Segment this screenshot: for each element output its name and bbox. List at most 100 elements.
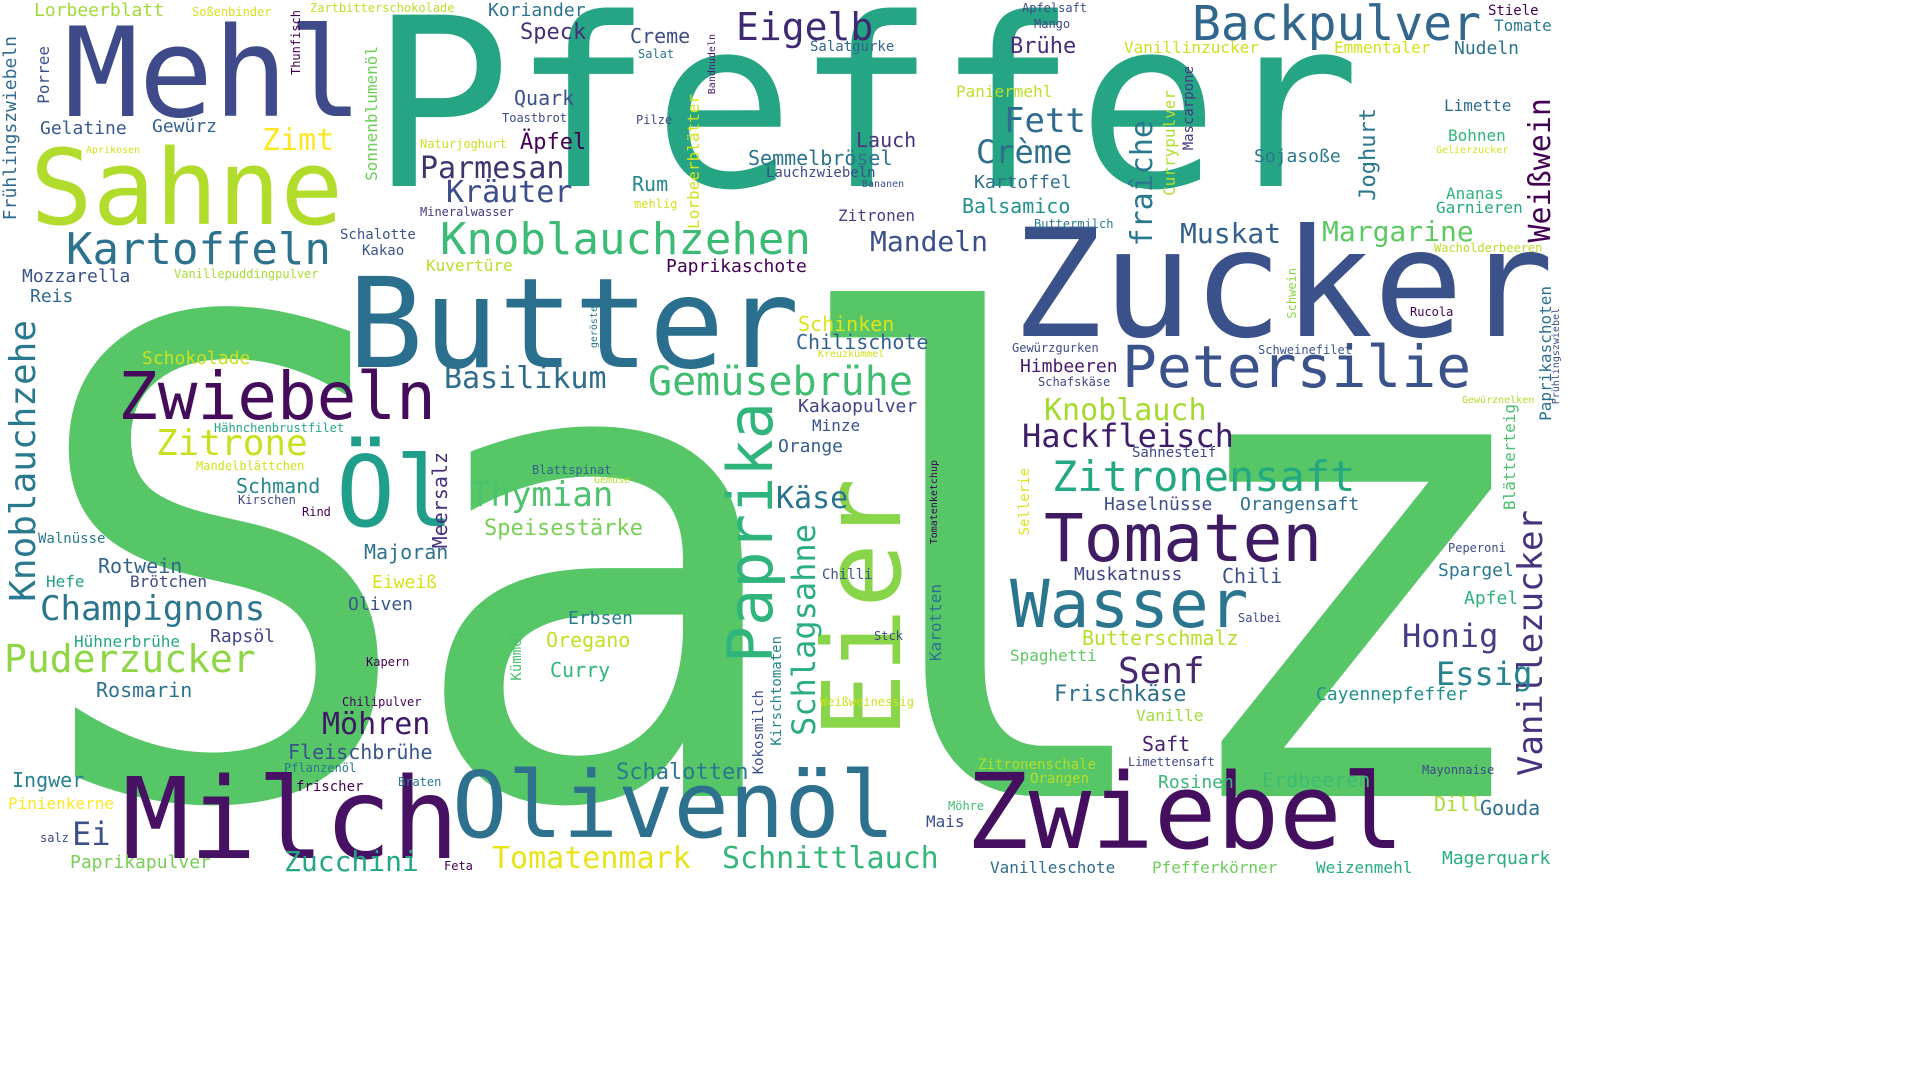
word: Porree	[34, 46, 53, 104]
word: Chili	[1222, 564, 1283, 588]
word: Kräuter	[446, 175, 573, 210]
word: Zitronenschale	[978, 757, 1097, 773]
word: Ananas	[1446, 184, 1504, 203]
word: Kirschtomaten	[769, 636, 785, 746]
word: Lorbeerblätter	[684, 94, 703, 229]
word: Rapsöl	[210, 626, 276, 647]
word: Zucchini	[284, 845, 419, 878]
word: Salatgurke	[810, 39, 895, 55]
word: Parmesan	[420, 151, 565, 186]
word: Chilli	[822, 567, 873, 583]
word: Kokosmilch	[751, 690, 767, 775]
word: Mais	[926, 812, 965, 831]
word: Mehl	[64, 2, 363, 146]
word: Sellerie	[1017, 468, 1033, 536]
word: Eigelb	[736, 5, 874, 49]
word: Möhren	[322, 707, 431, 742]
word: Spargel	[1438, 560, 1514, 581]
word: Aprikosen	[86, 145, 141, 156]
word: Chilipulver	[342, 695, 422, 709]
word: Essig	[1436, 655, 1533, 693]
word: Fett	[1004, 101, 1086, 141]
word: Feta	[444, 859, 473, 873]
word: Mascarpone	[1181, 66, 1197, 151]
word: Mandelblättchen	[196, 459, 305, 473]
word: Brötchen	[130, 572, 208, 591]
word: Speck	[520, 20, 587, 45]
word: Bananen	[862, 179, 905, 190]
word: Tomaten	[1044, 500, 1323, 577]
word: Dill	[1434, 792, 1483, 816]
word: Pfefferkörner	[1152, 858, 1278, 877]
word: Ei	[72, 815, 111, 853]
word-cloud: Salz Pfeffer Zucker Butter Mehl Sahne Mi…	[0, 0, 1562, 882]
word: Rucola	[1410, 305, 1454, 319]
word: Schlagsahne	[785, 524, 823, 736]
word: Öl	[336, 436, 455, 550]
word: Limette	[1444, 96, 1512, 115]
word: Vanillinzucker	[1124, 38, 1259, 57]
word: Salat	[638, 47, 675, 61]
word: Gewürz	[152, 116, 218, 137]
word: Käse	[776, 481, 849, 516]
word: Semmelbrösel	[748, 146, 893, 170]
word: Majoran	[364, 540, 449, 564]
word: Pflanzenöl	[284, 761, 357, 775]
word: Nudeln	[1454, 38, 1520, 59]
word: Zwiebel	[966, 751, 1405, 873]
word: Cayennepfeffer	[1316, 684, 1468, 705]
word: Rosmarin	[96, 678, 193, 702]
word: Mandeln	[870, 225, 989, 258]
word: Thunfisch	[289, 10, 303, 76]
word: Schweinefilet	[1258, 343, 1352, 357]
word: Gemüse	[594, 475, 631, 486]
word: Zucker	[1012, 198, 1554, 372]
word: Schalotte	[340, 227, 416, 243]
word: Schalotten	[616, 760, 749, 785]
word: Knoblauchzehe	[3, 320, 44, 602]
word: Blattspinat	[532, 463, 612, 477]
word: Schokolade	[142, 348, 251, 369]
word: Schwein	[1285, 268, 1299, 319]
word: Eiweiß	[372, 572, 438, 593]
word: Erbsen	[568, 608, 634, 629]
word: Senf	[1118, 651, 1205, 692]
word: Muskat	[1180, 217, 1282, 250]
word: Olivenöl	[452, 752, 896, 859]
word: Erdbeeren	[1262, 768, 1371, 792]
word: Orangen	[1030, 771, 1090, 787]
word: Weizenmehl	[1316, 858, 1413, 877]
word: frischer	[296, 779, 364, 795]
word: Curry	[550, 658, 611, 682]
word: Schmand	[236, 474, 321, 498]
word: Chilischote	[796, 330, 929, 354]
word: Kirschen	[238, 493, 296, 507]
word: Rind	[302, 505, 331, 519]
word: Kreuzkümmel	[818, 349, 885, 360]
word: Spaghetti	[1010, 646, 1097, 665]
word: Speisestärke	[484, 516, 643, 541]
word: Mozzarella	[22, 266, 131, 287]
word: Knoblauchzehen	[440, 214, 811, 265]
word: Vanillepuddingpulver	[174, 267, 319, 281]
word: Backpulver	[1192, 0, 1481, 52]
word: Wasser	[1010, 566, 1249, 643]
word: Schinken	[798, 312, 895, 336]
word: Karotten	[926, 584, 945, 662]
word: Orangensaft	[1240, 494, 1360, 515]
word: Reis	[30, 286, 74, 307]
word: Honig	[1402, 617, 1499, 655]
word: Wacholderbeeren	[1434, 241, 1543, 255]
word: Oliven	[348, 594, 414, 615]
word: Möhre	[948, 799, 985, 813]
word: Paniermehl	[956, 82, 1053, 101]
word: Peperoni	[1448, 541, 1506, 555]
word: Butterschmalz	[1082, 626, 1239, 650]
word: Apfel	[1464, 588, 1519, 609]
word: Tomatenmark	[492, 841, 691, 876]
word: Kartoffeln	[66, 224, 331, 275]
word: Zimt	[262, 123, 335, 158]
word: Salbei	[1238, 611, 1282, 625]
word: Walnüsse	[38, 531, 106, 547]
word: mehlig	[634, 197, 678, 211]
